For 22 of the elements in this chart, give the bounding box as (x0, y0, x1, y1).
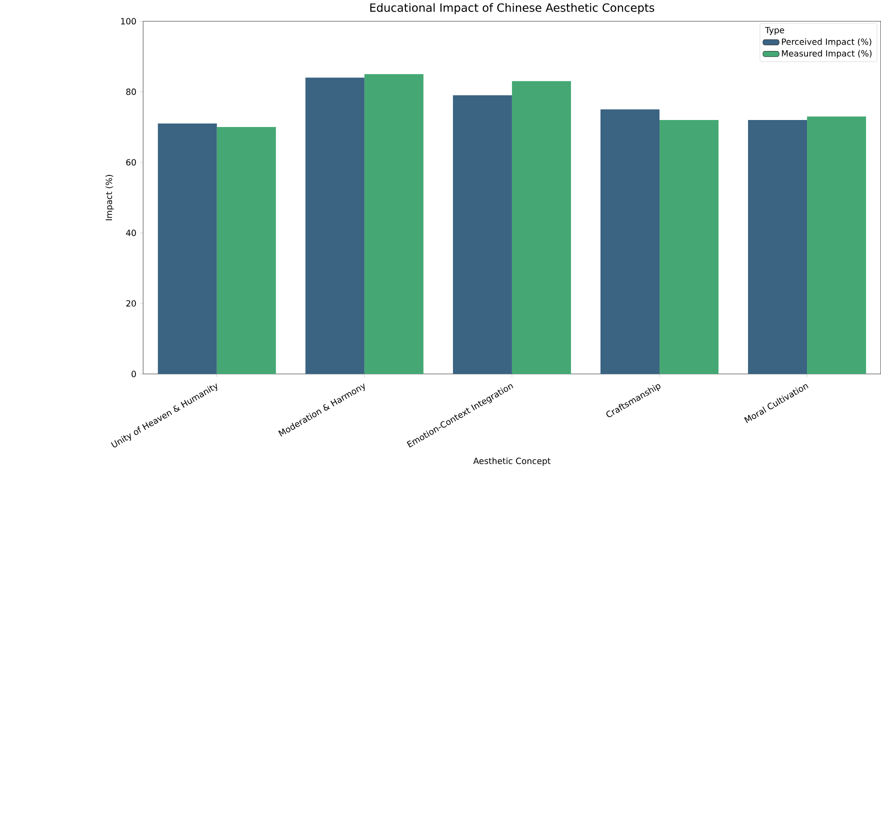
y-tick-label: 0 (132, 370, 136, 378)
bar (807, 116, 866, 374)
bar (748, 120, 808, 374)
y-tick-label: 60 (126, 159, 136, 166)
bar (305, 78, 364, 374)
chart-title: Educational Impact of Chinese Aesthetic Concepts (370, 3, 654, 14)
y-tick-label: 40 (126, 230, 136, 236)
bar (600, 110, 660, 374)
bar (364, 74, 424, 374)
y-tick-label: 20 (126, 300, 136, 307)
bar (452, 96, 512, 374)
bar (512, 81, 571, 374)
legend-label: Measured Impact (%) (782, 50, 872, 58)
legend-label: Perceived Impact (%) (782, 38, 872, 47)
bar (158, 124, 217, 374)
y-axis-title: Impact (%) (106, 175, 114, 220)
y-tick-label: 80 (126, 88, 136, 96)
x-axis-title: Aesthetic Concept (473, 458, 551, 466)
bar (660, 120, 719, 374)
y-tick-label: 100 (121, 18, 136, 25)
bar (216, 127, 276, 374)
legend-title: Type (765, 27, 784, 36)
